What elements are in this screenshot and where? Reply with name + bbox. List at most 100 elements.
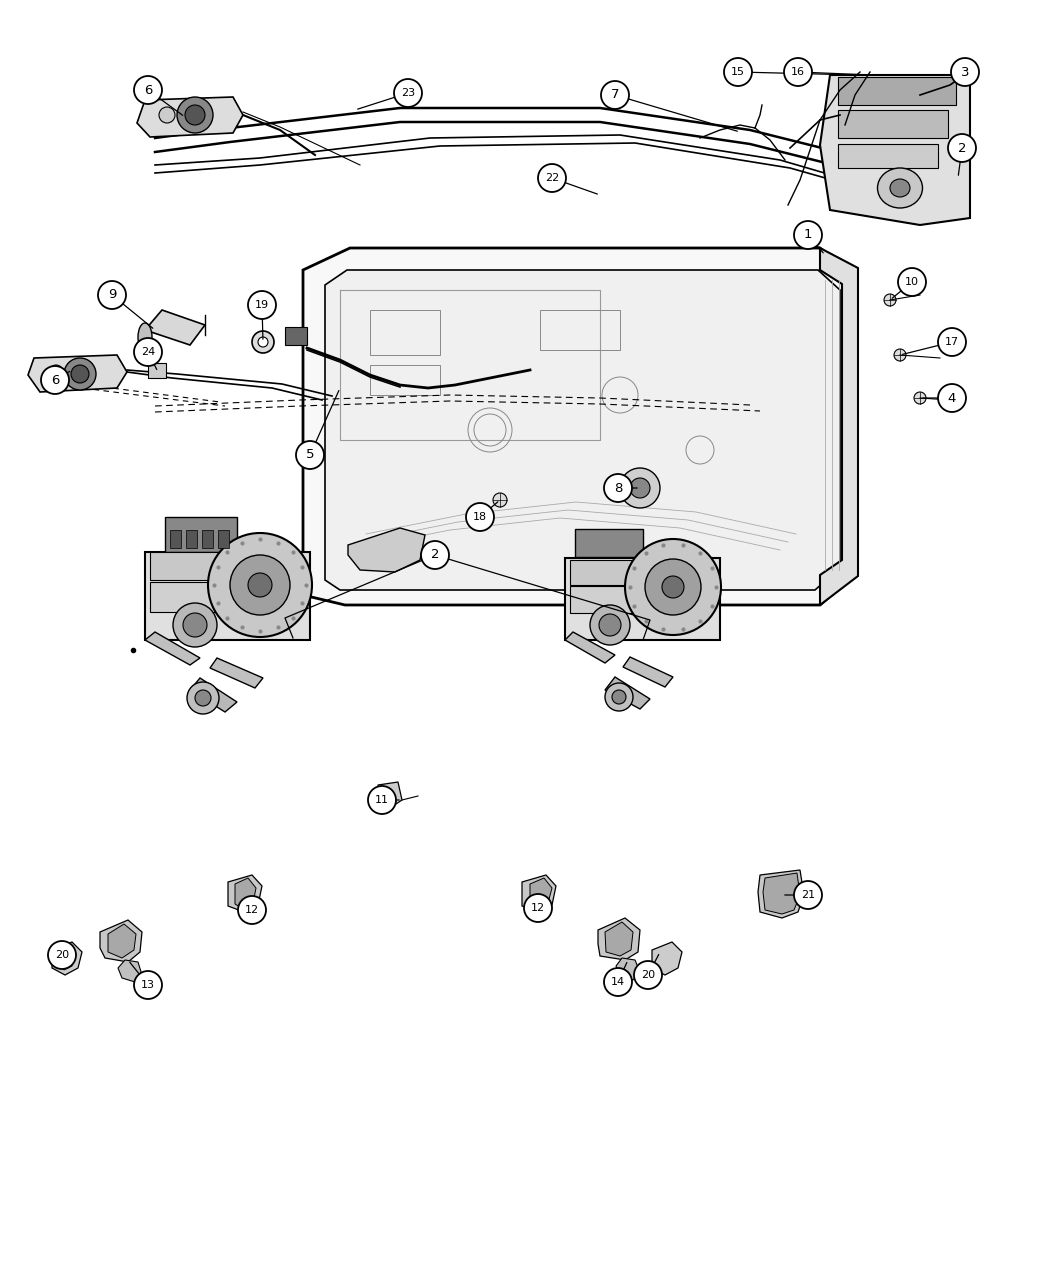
Circle shape — [645, 558, 701, 615]
Text: 12: 12 — [245, 905, 259, 915]
Circle shape — [884, 295, 896, 306]
Circle shape — [134, 972, 162, 1000]
Polygon shape — [820, 75, 970, 224]
Text: 10: 10 — [905, 277, 919, 287]
Circle shape — [598, 615, 621, 636]
Circle shape — [590, 606, 630, 645]
Text: 14: 14 — [611, 977, 625, 987]
Circle shape — [134, 338, 162, 366]
Text: 7: 7 — [611, 88, 619, 102]
Text: 13: 13 — [141, 980, 155, 989]
Circle shape — [48, 941, 76, 969]
Polygon shape — [136, 97, 243, 136]
Circle shape — [634, 961, 662, 989]
Circle shape — [466, 504, 493, 530]
Polygon shape — [616, 958, 640, 980]
Circle shape — [898, 268, 926, 296]
Ellipse shape — [138, 323, 152, 351]
Polygon shape — [303, 249, 855, 606]
Text: 3: 3 — [961, 65, 969, 79]
Text: 11: 11 — [375, 796, 388, 805]
Circle shape — [605, 683, 633, 711]
Polygon shape — [763, 873, 800, 914]
Text: 6: 6 — [144, 83, 152, 97]
Polygon shape — [530, 878, 552, 908]
Text: 8: 8 — [614, 482, 623, 495]
Polygon shape — [378, 782, 402, 808]
Bar — [150, 552, 230, 580]
Circle shape — [724, 57, 752, 85]
Polygon shape — [326, 270, 840, 590]
Bar — [570, 586, 642, 613]
Text: 1: 1 — [803, 228, 813, 241]
Circle shape — [41, 366, 69, 394]
Polygon shape — [348, 528, 425, 572]
Polygon shape — [598, 918, 640, 960]
Bar — [148, 363, 166, 377]
Bar — [838, 110, 948, 138]
Circle shape — [185, 105, 205, 125]
Circle shape — [394, 79, 422, 107]
Circle shape — [524, 894, 552, 922]
Polygon shape — [623, 657, 673, 687]
Circle shape — [538, 164, 566, 193]
Text: 6: 6 — [50, 374, 59, 386]
Circle shape — [98, 280, 126, 309]
Text: 20: 20 — [640, 970, 655, 980]
Circle shape — [604, 968, 632, 996]
Polygon shape — [228, 875, 262, 912]
Polygon shape — [145, 310, 205, 346]
Polygon shape — [605, 922, 633, 956]
Ellipse shape — [258, 337, 268, 347]
Bar — [838, 144, 938, 168]
Polygon shape — [118, 960, 142, 982]
Polygon shape — [210, 658, 262, 688]
Circle shape — [951, 57, 979, 85]
Text: 16: 16 — [791, 68, 805, 76]
Polygon shape — [28, 354, 127, 391]
Ellipse shape — [878, 168, 923, 208]
Text: 15: 15 — [731, 68, 746, 76]
Circle shape — [604, 474, 632, 502]
Text: 5: 5 — [306, 449, 314, 462]
Text: 20: 20 — [55, 950, 69, 960]
Circle shape — [662, 576, 684, 598]
Circle shape — [894, 349, 906, 361]
Circle shape — [794, 881, 822, 909]
Ellipse shape — [890, 179, 910, 198]
Bar — [145, 552, 310, 640]
Bar — [186, 530, 197, 548]
Circle shape — [49, 365, 63, 379]
Circle shape — [187, 682, 219, 714]
Circle shape — [938, 328, 966, 356]
Circle shape — [71, 365, 89, 382]
Circle shape — [296, 441, 324, 469]
Circle shape — [134, 76, 162, 105]
Bar — [150, 581, 230, 612]
Circle shape — [938, 384, 966, 412]
Circle shape — [494, 493, 507, 507]
Circle shape — [208, 533, 312, 638]
Circle shape — [625, 539, 721, 635]
Polygon shape — [52, 942, 82, 975]
Circle shape — [248, 291, 276, 319]
Circle shape — [183, 613, 207, 638]
Circle shape — [230, 555, 290, 615]
Circle shape — [948, 134, 976, 162]
Polygon shape — [190, 678, 237, 711]
Text: 4: 4 — [948, 391, 957, 404]
Bar — [370, 310, 440, 354]
Circle shape — [195, 690, 211, 706]
Bar — [540, 310, 620, 351]
Polygon shape — [100, 921, 142, 963]
Circle shape — [177, 97, 213, 133]
Text: 12: 12 — [531, 903, 545, 913]
Text: 9: 9 — [108, 288, 117, 301]
Text: 17: 17 — [945, 337, 959, 347]
Polygon shape — [820, 249, 858, 606]
Circle shape — [173, 603, 217, 646]
Polygon shape — [58, 946, 76, 970]
Polygon shape — [565, 632, 615, 663]
Circle shape — [368, 785, 396, 813]
Text: 22: 22 — [545, 173, 559, 184]
